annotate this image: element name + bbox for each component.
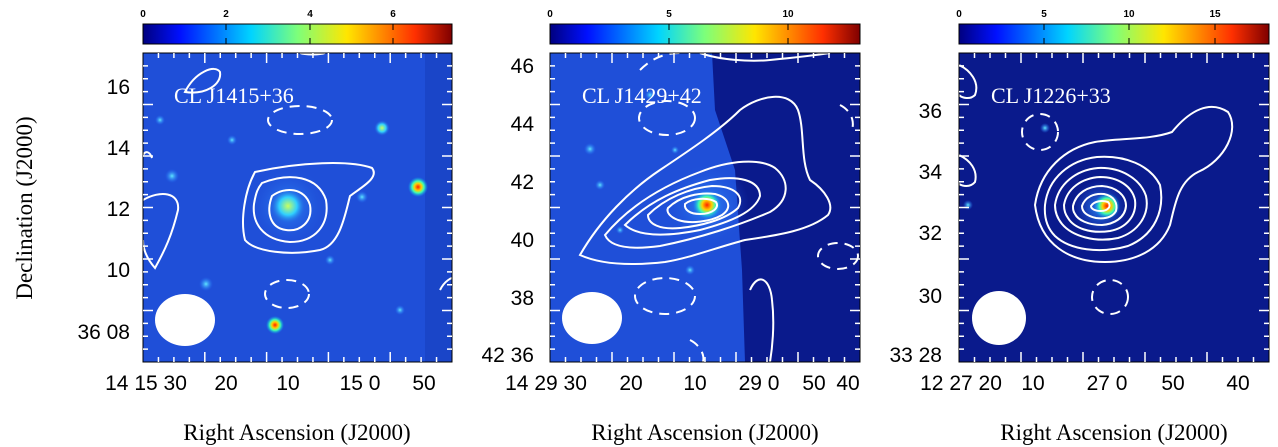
x-tick-label: 12 27 20 <box>920 372 1002 395</box>
y-tick-label: 16 <box>107 76 130 99</box>
beam-2 <box>562 292 622 344</box>
x-tick-label: 40 <box>836 372 859 395</box>
contours-3 <box>959 64 1234 264</box>
colorbar-1-tick-label: 4 <box>307 9 313 20</box>
x-tick-label: 10 <box>276 372 299 395</box>
colorbar-1-ticks <box>142 24 394 44</box>
y-tick-label: 14 <box>107 137 131 160</box>
ticks-1 <box>143 53 452 362</box>
y-tick-label: 12 <box>107 198 130 221</box>
ticks-2 <box>550 53 860 362</box>
x-ticks-3: 12 27 20 10 27 0 50 40 <box>920 372 1250 395</box>
colorbar-1-tick-label: 6 <box>390 9 396 20</box>
y-ticks-3: 33 28 30 32 34 36 <box>889 100 942 367</box>
y-tick-label: 36 <box>919 100 942 123</box>
x-tick-label: 29 0 <box>739 372 780 395</box>
colorbar-2 <box>549 23 861 45</box>
panel-3: 0 5 10 15 CL J1226+33 <box>956 9 1270 363</box>
contours-3-negative <box>1021 113 1129 315</box>
x-tick-label: 15 0 <box>340 372 381 395</box>
x-ticks-2: 14 29 30 20 10 29 0 50 40 <box>505 372 860 395</box>
colorbar-3-tick-label: 10 <box>1123 9 1135 20</box>
y-tick-label: 38 <box>511 287 534 310</box>
y-tick-label: 44 <box>511 113 535 136</box>
y-tick-label: 30 <box>919 285 942 308</box>
colorbar-3 <box>958 23 1270 45</box>
y-tick-label: 40 <box>511 229 534 252</box>
x-tick-label: 10 <box>1021 372 1044 395</box>
y-tick-label: 10 <box>107 259 130 282</box>
colorbar-3-ticks <box>958 24 1216 44</box>
colorbar-2-tick-label: 10 <box>782 9 794 20</box>
x-tick-label: 50 <box>802 372 825 395</box>
x-tick-label: 50 <box>1161 372 1184 395</box>
cluster-label-1: CL J1415+36 <box>174 83 294 108</box>
panel-1: 0 2 4 6 <box>140 9 453 363</box>
x-tick-label: 10 <box>683 372 706 395</box>
x-tick-label: 20 <box>214 372 237 395</box>
cluster-label-2: CL J1429+42 <box>582 83 702 108</box>
colorbar-2-tick-label: 5 <box>666 9 672 20</box>
y-tick-label: 46 <box>511 55 534 78</box>
y-tick-label: 32 <box>919 222 942 245</box>
colorbar-1 <box>142 23 453 45</box>
x-tick-label: 40 <box>1226 372 1249 395</box>
image-2 <box>550 53 860 362</box>
cluster-label-3: CL J1226+33 <box>991 83 1111 108</box>
x-tick-label: 14 29 30 <box>505 372 587 395</box>
contours-1-negative <box>264 105 333 309</box>
contours-2 <box>578 53 832 362</box>
y-tick-label: 42 <box>511 171 534 194</box>
x-axis-title-1: Right Ascension (J2000) <box>183 420 410 445</box>
beam-3 <box>972 291 1026 345</box>
x-tick-label: 20 <box>619 372 642 395</box>
beam-1 <box>155 294 215 346</box>
x-axis-title-2: Right Ascension (J2000) <box>591 420 818 445</box>
x-tick-label: 14 15 30 <box>105 372 187 395</box>
colorbar-3-tick-label: 5 <box>1041 9 1047 20</box>
x-ticks-1: 14 15 30 20 10 15 0 50 <box>105 372 436 395</box>
panel-2: 0 5 10 <box>547 9 861 363</box>
y-tick-label: 36 08 <box>77 321 130 344</box>
y-ticks-2: 42 36 38 40 42 44 46 <box>481 55 534 367</box>
y-axis-title: Declination (J2000) <box>12 116 37 299</box>
y-ticks-1: 36 08 10 12 14 16 <box>77 76 130 344</box>
colorbar-2-tick-label: 0 <box>547 9 553 20</box>
colorbar-2-ticks <box>549 24 789 44</box>
y-tick-label: 42 36 <box>481 344 534 367</box>
x-axis-title-3: Right Ascension (J2000) <box>1000 420 1227 445</box>
x-tick-label: 27 0 <box>1087 372 1128 395</box>
y-tick-label: 34 <box>919 161 943 184</box>
colorbar-3-tick-label: 0 <box>956 9 962 20</box>
colorbar-3-tick-label: 15 <box>1209 9 1221 20</box>
colorbar-1-tick-label: 2 <box>223 9 229 20</box>
colorbar-1-tick-label: 0 <box>140 9 146 20</box>
y-tick-label: 33 28 <box>889 344 942 367</box>
x-tick-label: 50 <box>412 372 435 395</box>
ticks-3 <box>959 53 1269 362</box>
